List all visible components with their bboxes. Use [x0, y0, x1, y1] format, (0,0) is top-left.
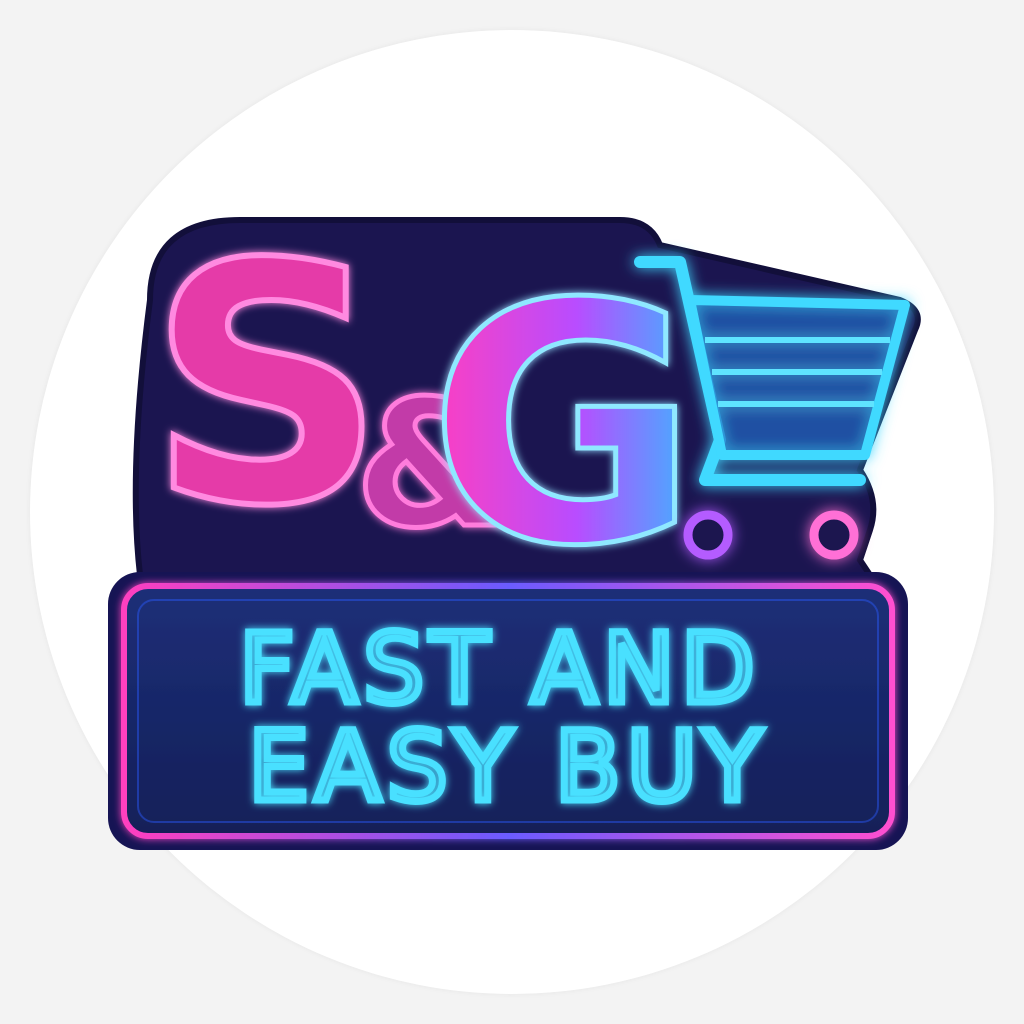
- logo-letter-g: G: [428, 234, 699, 618]
- tagline-line-1: FAST AND: [239, 613, 761, 725]
- logo-letter-s: S: [148, 194, 386, 578]
- tagline-line-2: EASY BUY: [248, 711, 767, 823]
